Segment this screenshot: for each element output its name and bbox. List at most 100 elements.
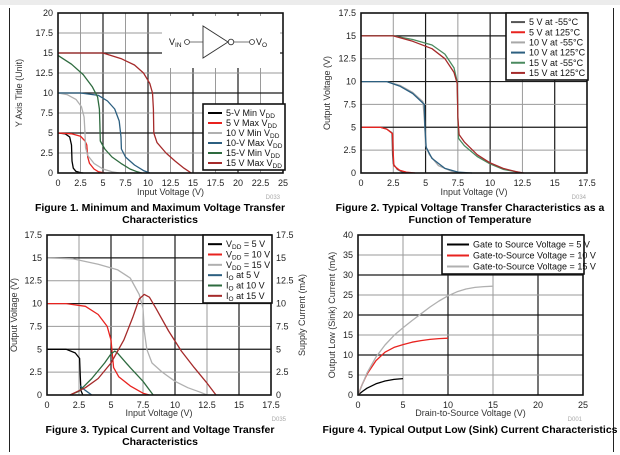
y-tick-label: 2.5 <box>343 145 356 155</box>
series-line-3 <box>57 92 120 174</box>
figure-caption: Function of Temperature <box>409 214 532 226</box>
figure-3: 0 2.5 5 7.5 10 12.5 15 17.50 02.5 2.55 57.5 7.510 10… <box>9 230 307 448</box>
figure-code: D001 <box>568 417 583 423</box>
legend-label: 5 V at -55°C <box>529 17 579 27</box>
inverter-bubble-icon <box>227 38 235 46</box>
series-line-3 <box>357 285 494 396</box>
x-tick-label: 7.5 <box>119 178 132 188</box>
figure-4: 0 5 10 15 20 25 0 5 10 15 20 25 30 35 40 Drain-to-Sourc… <box>322 230 617 436</box>
x-tick-label: 15 <box>550 178 560 188</box>
output-terminal-icon <box>249 39 255 45</box>
y-tick-label: 10 <box>343 350 353 360</box>
y-tick-label: 0 <box>348 390 353 400</box>
figure-caption: Characteristics <box>122 436 198 448</box>
y-tick-label: 12.5 <box>338 54 356 64</box>
figure-caption: Figure 1. Minimum and Maximum Voltage Tr… <box>35 202 285 214</box>
y2-tick-label: 7.5 <box>276 321 289 331</box>
y-tick-label: 15 <box>43 48 53 58</box>
x-tick-label: 17.5 <box>262 400 280 410</box>
legend-label: VDD = 15 V <box>226 260 270 272</box>
legend: 5 V at -55°C5 V at 125°C10 V at -55°C10 … <box>505 12 589 81</box>
figure-code: D033 <box>266 195 281 201</box>
y-axis-label: Output Voltage (V) <box>322 56 332 130</box>
x-axis-label: Drain-to-Source Voltage (V) <box>415 408 526 418</box>
y-axis-label: Output Voltage (V) <box>9 278 19 352</box>
legend-box <box>202 103 286 171</box>
y-tick-label: 25 <box>343 290 353 300</box>
figure-2: 0 2.5 5 7.5 10 12.5 15 17.5 0 2.5 5 7.5 10 12.5 15 17.5… <box>322 8 604 226</box>
y-tick-label: 0 <box>37 390 42 400</box>
x-tick-label: 25 <box>578 400 588 410</box>
x-tick-label: 2.5 <box>387 178 400 188</box>
y-tick-label: 12.5 <box>35 68 53 78</box>
legend: Gate to Source Voltage = 5 V Gate-to-Sour… <box>441 234 596 275</box>
x-tick-label: 5 <box>423 178 428 188</box>
y-tick-label: 5 <box>351 122 356 132</box>
series-line-5 <box>69 350 154 396</box>
figure-code: D034 <box>572 195 587 201</box>
legend-box <box>505 12 589 81</box>
y2-tick-label: 5 <box>276 344 281 354</box>
legend-label: 10-V Max VDD <box>226 138 283 150</box>
legend-label: 15 V at 125°C <box>529 68 586 78</box>
x-tick-label: 22.5 <box>252 178 270 188</box>
x-tick-label: 15 <box>188 178 198 188</box>
x-tick-label: 2.5 <box>74 178 87 188</box>
x-tick-label: 5 <box>400 400 405 410</box>
figure-caption: Figure 4. Typical Output Low (Sink) Curr… <box>322 424 617 436</box>
figure-caption: Figure 3. Typical Current and Voltage Tr… <box>46 424 275 436</box>
legend-label: VDD = 5 V <box>226 239 265 251</box>
x-tick-label: 0 <box>355 400 360 410</box>
legend-label: 5 V Max VDD <box>226 118 277 130</box>
x-tick-label: 5 <box>100 178 105 188</box>
legend-label: 15 V at -55°C <box>529 58 584 68</box>
legend-label: 15-V Min VDD <box>226 148 280 160</box>
series-line-6 <box>58 52 192 174</box>
y-tick-label: 10 <box>32 299 42 309</box>
x-tick-label: 12.5 <box>514 178 532 188</box>
y-tick-label: 12.5 <box>24 276 42 286</box>
y2-axis-label: Supply Current (mA) <box>297 274 307 356</box>
x-tick-label: 7.5 <box>137 400 150 410</box>
series-line-2 <box>47 302 150 396</box>
inverter-triangle-icon <box>202 25 229 59</box>
y-tick-label: 17.5 <box>24 230 42 240</box>
series-line-6 <box>69 293 217 396</box>
vo-label: VO <box>256 37 267 49</box>
legend-label: Gate-to-Source Voltage = 15 V <box>473 262 596 272</box>
legend-label: 10 V Min VDD <box>226 128 280 140</box>
legend-label: IO at 10 V <box>226 281 265 293</box>
figure-1: VIN VO 0 2.5 5 7.5 10 12.5 15 17.5 20 22.5 25 0 2.5 5 7.… <box>14 8 288 226</box>
legend-label: IO at 5 V <box>226 270 260 282</box>
x-tick-label: 15 <box>234 400 244 410</box>
inverter-symbol: VIN VO <box>162 16 280 68</box>
y-tick-label: 7.5 <box>343 99 356 109</box>
x-axis-label: Input Voltage (V) <box>137 187 204 197</box>
y-tick-label: 20 <box>43 8 53 18</box>
top-band <box>0 0 620 5</box>
x-axis-label: Input Voltage (V) <box>125 408 192 418</box>
y-tick-label: 30 <box>343 270 353 280</box>
series-line-6 <box>361 35 524 174</box>
y-tick-label: 2.5 <box>40 148 53 158</box>
x-tick-label: 5 <box>108 400 113 410</box>
x-tick-label: 15 <box>488 400 498 410</box>
y-tick-label: 15 <box>32 253 42 263</box>
legend-label: VDD = 10 V <box>226 250 270 262</box>
x-tick-label: 10 <box>443 400 453 410</box>
y-tick-label: 7.5 <box>40 108 53 118</box>
y-axis-label: Y Axis Title (Unit) <box>14 59 24 127</box>
page-border-left <box>9 8 10 452</box>
x-tick-label: 2.5 <box>73 400 86 410</box>
y-tick-label: 17.5 <box>35 28 53 38</box>
series-line-3 <box>46 257 208 396</box>
y-tick-label: 15 <box>343 330 353 340</box>
plot-frame <box>57 12 284 174</box>
y-tick-label: 17.5 <box>338 8 356 18</box>
legend-label: Gate to Source Voltage = 5 V <box>473 240 590 250</box>
x-axis-label: Input Voltage (V) <box>440 187 507 197</box>
x-tick-label: 0 <box>358 178 363 188</box>
y2-tick-label: 2.5 <box>276 367 289 377</box>
y-tick-label: 35 <box>343 250 353 260</box>
